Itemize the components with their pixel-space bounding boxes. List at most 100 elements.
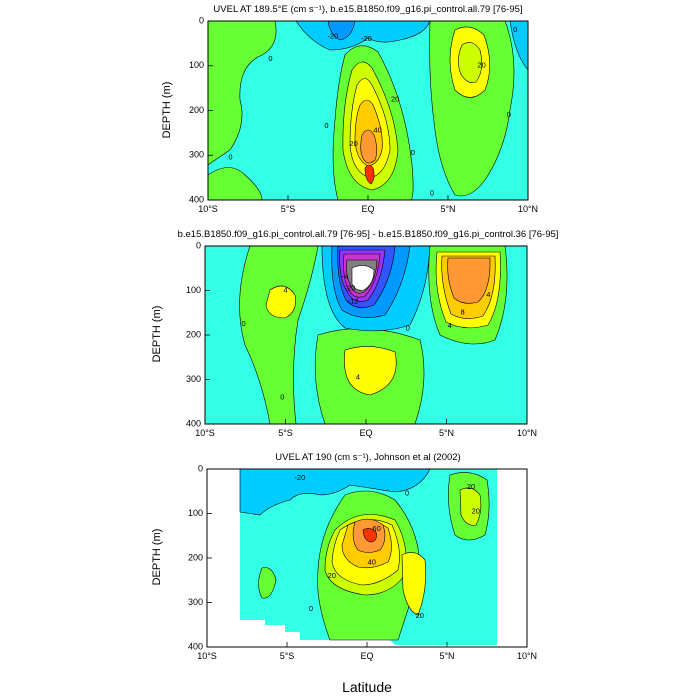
- x-tick-label: 5°N: [439, 651, 454, 661]
- x-tick-label: 10°S: [195, 428, 215, 438]
- x-tick-label: 5°S: [278, 428, 293, 438]
- y-tick-label: 0: [199, 15, 204, 25]
- x-tick-label: 10°S: [198, 204, 218, 214]
- contour-label: -20: [294, 473, 305, 482]
- panel-1-jet-80: [364, 164, 375, 185]
- contour-label: 0: [309, 604, 313, 613]
- panel-1-ylabel: DEPTH (m): [161, 82, 173, 139]
- panel-3-jet-80: [362, 528, 377, 543]
- x-tick-label: 5°S: [280, 651, 295, 661]
- y-tick-label: 100: [186, 285, 201, 295]
- panel-1-x-ticks: 10°S 5°S EQ 5°N 10°N: [198, 195, 538, 214]
- panel-2-north-orange: [447, 257, 491, 304]
- contour-label: -20: [361, 34, 372, 43]
- contour-label: 20: [391, 94, 399, 103]
- panel-3-ylabel: DEPTH (m): [151, 529, 163, 586]
- contour-label: 4: [486, 290, 490, 299]
- panel-3-contour-labels: -20 0 60 40 20 20 0 20 20: [294, 473, 480, 620]
- panel-2: b.e15.B1850.f09_g16.pi_control.all.79 [7…: [151, 229, 558, 438]
- contour-label: 0: [405, 488, 409, 497]
- panel-1-title: UVEL AT 189.5°E (cm s⁻¹), b.e15.B1850.f0…: [213, 4, 522, 15]
- x-tick-label: EQ: [360, 651, 373, 661]
- y-tick-label: 300: [188, 597, 203, 607]
- y-tick-label: 300: [186, 374, 201, 384]
- y-tick-label: 300: [189, 150, 204, 160]
- y-tick-label: 400: [189, 194, 204, 204]
- contour-label: 20: [477, 61, 485, 70]
- y-tick-label: 400: [186, 418, 201, 428]
- x-tick-label: EQ: [359, 428, 372, 438]
- contour-label: 40: [373, 126, 381, 135]
- contour-label: 0: [280, 392, 284, 401]
- contour-label: -20: [327, 32, 338, 41]
- panel-3-southwest-green: [258, 567, 277, 599]
- y-tick-label: 200: [188, 552, 203, 562]
- contour-label: 4: [448, 321, 452, 330]
- contour-label: 0: [242, 319, 246, 328]
- contour-label: 0: [228, 152, 232, 161]
- panel-2-deep-yellow: [344, 346, 397, 396]
- panel-1-west-positive: [207, 20, 277, 166]
- y-tick-label: 200: [186, 329, 201, 339]
- x-tick-label: 10°N: [517, 428, 537, 438]
- x-tick-label: 5°S: [281, 204, 296, 214]
- contour-label: 0: [430, 188, 434, 197]
- contour-label: 4: [356, 372, 360, 381]
- panel-2-title: b.e15.B1850.f09_g16.pi_control.all.79 [7…: [178, 229, 559, 240]
- contour-label: 60: [372, 524, 380, 533]
- panel-3-south-deep: [401, 552, 426, 616]
- x-tick-label: 5°N: [439, 428, 454, 438]
- panel-3-title: UVEL AT 190 (cm s⁻¹), Johnson et al (200…: [275, 452, 460, 463]
- panel-1: UVEL AT 189.5°E (cm s⁻¹), b.e15.B1850.f0…: [161, 4, 538, 214]
- contour-label: 8: [461, 308, 465, 317]
- x-tick-label: 10°N: [517, 651, 537, 661]
- contour-label: 0: [507, 110, 511, 119]
- panel-1-contour-labels: -20 -20 0 20 40 20 0 0 0 20 0 0 0: [228, 25, 517, 197]
- y-tick-label: 0: [196, 240, 201, 250]
- contour-label: 0: [513, 25, 517, 34]
- panel-2-x-ticks: 10°S 5°S EQ 5°N 10°N: [195, 419, 537, 438]
- panel-3-surface-neg: [239, 468, 431, 516]
- contour-label: -4: [342, 272, 349, 281]
- y-tick-label: 100: [189, 60, 204, 70]
- panel-1-plot: -20 -20 0 20 40 20 0 0 0 20 0 0 0: [207, 20, 529, 201]
- panel-2-core-neg-6: [351, 265, 375, 291]
- contour-label: 20: [349, 139, 357, 148]
- panel-1-y-ticks: 0 100 200 300 400: [189, 15, 213, 204]
- panel-1-jet-60: [360, 129, 378, 164]
- y-tick-label: 200: [189, 105, 204, 115]
- y-tick-label: 0: [198, 463, 203, 473]
- panel-3-north-inner: [459, 487, 482, 526]
- contour-label: 20: [467, 482, 475, 491]
- contour-label: 4: [283, 285, 287, 294]
- contour-label: 0: [406, 323, 410, 332]
- x-tick-label: 10°S: [197, 651, 217, 661]
- x-tick-label: EQ: [361, 204, 374, 214]
- panel-3: UVEL AT 190 (cm s⁻¹), Johnson et al (200…: [151, 452, 537, 661]
- x-tick-label: 5°N: [440, 204, 455, 214]
- panel-3-plot: -20 0 60 40 20 20 0 20 20: [206, 468, 528, 648]
- y-tick-label: 400: [188, 641, 203, 651]
- contour-label: 20: [416, 611, 424, 620]
- contour-label: 20: [472, 506, 480, 515]
- panel-2-y-ticks: 0 100 200 300 400: [186, 240, 210, 428]
- panel-3-x-ticks: 10°S 5°S EQ 5°N 10°N: [197, 642, 537, 661]
- contour-label: 0: [324, 121, 328, 130]
- panel-1-north-inner: [458, 42, 483, 83]
- contour-label: -20: [344, 283, 355, 292]
- contour-label: -12: [348, 297, 359, 306]
- contour-label: 0: [411, 148, 415, 157]
- contour-label: 20: [328, 571, 336, 580]
- x-tick-label: 10°N: [518, 204, 538, 214]
- panel-2-ylabel: DEPTH (m): [151, 306, 163, 363]
- x-axis-label: Latitude: [342, 679, 392, 695]
- panel-1-surface-strong: [327, 20, 356, 41]
- y-tick-label: 100: [188, 508, 203, 518]
- contour-label: 0: [268, 54, 272, 63]
- contour-label: 40: [368, 557, 376, 566]
- panel-2-west-yellow: [265, 285, 296, 319]
- panel-1-southwest-positive: [207, 167, 263, 201]
